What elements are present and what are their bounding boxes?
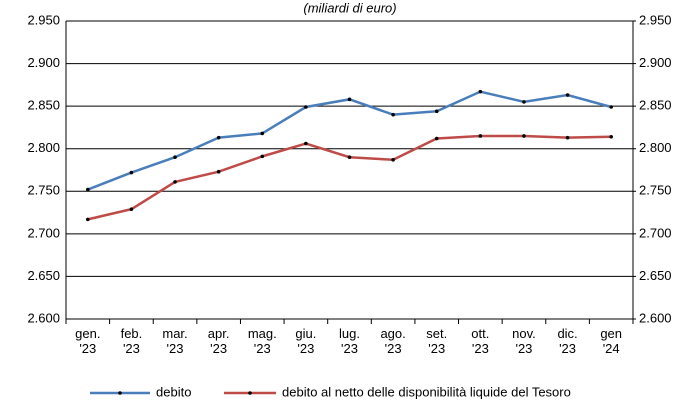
y2-tick-label: 2.800 <box>639 140 672 155</box>
data-point <box>434 136 439 141</box>
y2-tick-label: 2.750 <box>639 183 672 198</box>
x-tick-label: mar. '23 <box>162 326 188 356</box>
data-point <box>478 89 483 94</box>
data-point <box>434 109 439 114</box>
chart-title: (miliardi di euro) <box>303 0 396 15</box>
data-point <box>216 135 221 140</box>
data-point <box>260 131 265 136</box>
data-point <box>129 170 134 175</box>
y2-tick-label: 2.850 <box>639 98 672 113</box>
x-tick-label: gen. '23 <box>75 326 101 356</box>
x-tick-label: gen '24 <box>600 326 623 356</box>
data-point <box>522 134 526 138</box>
x-tick-label: nov. '23 <box>512 326 536 356</box>
data-point <box>216 169 221 174</box>
y2-tick-label: 2.600 <box>639 310 672 325</box>
x-tick-label: apr. '23 <box>207 326 230 356</box>
x-tick-label: lug. '23 <box>339 326 360 356</box>
x-tick-label: set. '23 <box>426 326 448 356</box>
y-tick-label: 2.650 <box>27 268 60 283</box>
y2-tick-label: 2.950 <box>639 12 672 27</box>
legend-label: debito <box>156 384 191 399</box>
y-tick-label: 2.600 <box>27 310 60 325</box>
data-point <box>565 135 570 140</box>
data-point <box>347 97 352 102</box>
y-tick-label: 2.700 <box>27 225 60 240</box>
legend-label: debito al netto delle disponibilità liqu… <box>282 384 571 399</box>
data-point <box>609 105 613 109</box>
x-tick-label: ago. '23 <box>380 326 406 356</box>
data-point <box>565 93 570 97</box>
data-point <box>478 134 483 138</box>
data-point <box>391 112 395 117</box>
x-tick-label: ott. '23 <box>471 326 490 356</box>
x-tick-label: feb. '23 <box>120 326 143 356</box>
data-point <box>86 217 90 222</box>
y2-tick-label: 2.900 <box>639 55 672 70</box>
y-tick-label: 2.850 <box>27 98 60 113</box>
x-tick-label: dic. '23 <box>557 326 578 356</box>
y-tick-label: 2.900 <box>27 55 60 70</box>
data-point <box>129 207 134 211</box>
y-tick-label: 2.950 <box>27 12 60 27</box>
data-point <box>173 155 177 160</box>
data-point <box>173 180 177 184</box>
data-point <box>347 155 352 160</box>
y-tick-label: 2.800 <box>27 140 60 155</box>
legend-marker <box>248 391 252 395</box>
data-point <box>522 100 526 104</box>
data-point <box>609 134 613 139</box>
y2-tick-label: 2.650 <box>639 268 672 283</box>
data-point <box>391 157 395 162</box>
x-tick-label: mag. '23 <box>247 326 277 356</box>
data-point <box>304 141 308 146</box>
x-tick-label: giu. '23 <box>295 326 317 356</box>
legend-marker <box>118 391 122 395</box>
data-point <box>260 154 265 159</box>
data-point <box>86 187 90 192</box>
y-tick-label: 2.750 <box>27 183 60 198</box>
y2-tick-label: 2.700 <box>639 225 672 240</box>
data-point <box>304 105 308 109</box>
